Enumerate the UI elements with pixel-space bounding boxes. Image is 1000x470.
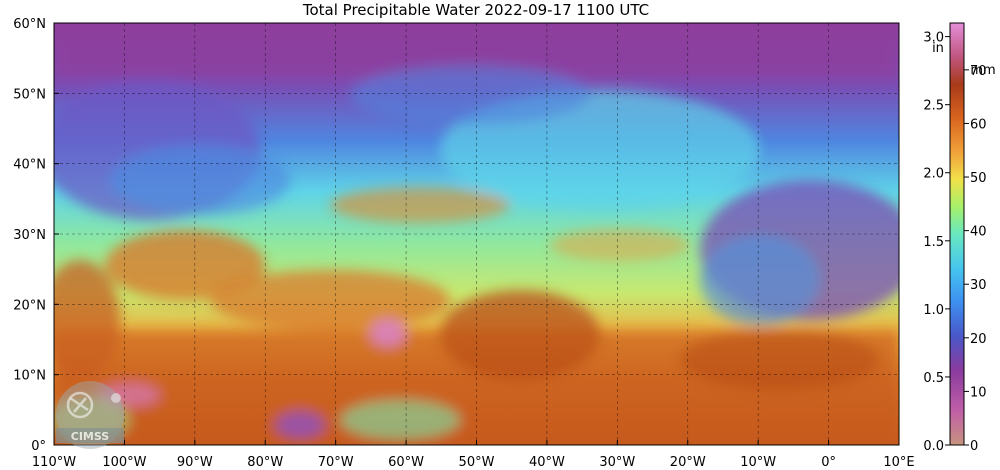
longitude-tick-label: 70°W <box>318 455 354 470</box>
colorbar-unit-in: in <box>932 41 944 56</box>
longitude-tick-label: 60°W <box>388 455 424 470</box>
graticule <box>54 23 899 445</box>
cimss-logo: CIMSS <box>56 381 124 449</box>
colorbar-unit-mm: mm <box>970 63 995 78</box>
latitude-axis: 0° 10°N 20°N 30°N 40°N 50°N 60°N <box>13 17 59 454</box>
longitude-tick-label: 10°W <box>740 455 776 470</box>
colorbar-mm-tick-label: 30 <box>970 278 987 293</box>
colorbar-inch-tick-label: 2.0 <box>923 167 944 182</box>
colorbar-mm-tick-label: 40 <box>970 225 987 240</box>
colorbar-mm-ticks: 0 10 20 30 40 50 60 70 <box>964 64 987 454</box>
longitude-tick-label: 10°E <box>883 455 914 470</box>
longitude-tick-label: 110°W <box>32 455 76 470</box>
latitude-tick-label: 0° <box>31 439 46 454</box>
colorbar-mm-tick-label: 0 <box>970 439 978 454</box>
latitude-tick-label: 30°N <box>13 228 46 243</box>
colorbar-mm-tick-label: 70 <box>970 64 987 79</box>
longitude-tick-label: 50°W <box>459 455 495 470</box>
colorbar-inch-tick-label: 3.0 <box>923 31 944 46</box>
satellite-icon <box>66 391 94 419</box>
latitude-tick-label: 10°N <box>13 369 46 384</box>
precipitable-water-map <box>54 23 899 445</box>
longitude-tick-label: 100°W <box>102 455 146 470</box>
longitude-tick-label: 90°W <box>177 455 213 470</box>
latitude-tick-label: 40°N <box>13 158 46 173</box>
longitude-axis: 110°W 100°W 90°W 80°W 70°W 60°W 50°W 40°W 30°W 20… <box>32 440 915 470</box>
longitude-tick-label: 30°W <box>599 455 635 470</box>
longitude-tick-label: 20°W <box>670 455 706 470</box>
colorbar-inch-tick-label: 2.5 <box>923 99 944 114</box>
latitude-tick-label: 20°N <box>13 298 46 313</box>
longitude-tick-label: 80°W <box>247 455 283 470</box>
longitude-tick-label: 0° <box>821 455 836 470</box>
colorbar-mm-tick-label: 10 <box>970 385 987 400</box>
colorbar-inch-ticks: 0.0 0.5 1.0 1.5 2.0 2.5 3.0 <box>923 31 950 454</box>
storm-swirl-icon <box>69 396 89 413</box>
colorbar-mm-tick-label: 20 <box>970 332 987 347</box>
latitude-tick-label: 50°N <box>13 87 46 102</box>
colorbar-inch-tick-label: 0.0 <box>923 439 944 454</box>
colorbar-mm-tick-label: 50 <box>970 171 987 186</box>
colorbar <box>949 22 965 446</box>
cimss-logo-text: CIMSS <box>71 430 110 443</box>
map-title: Total Precipitable Water 2022-09-17 1100… <box>302 1 649 19</box>
colorbar-mm-tick-label: 60 <box>970 117 987 132</box>
latitude-tick-label: 60°N <box>13 17 46 32</box>
colorbar-inch-tick-label: 1.5 <box>923 235 944 250</box>
colorbar-inch-tick-label: 1.0 <box>923 303 944 318</box>
longitude-tick-label: 40°W <box>529 455 565 470</box>
colorbar-inch-tick-label: 0.5 <box>923 371 944 386</box>
